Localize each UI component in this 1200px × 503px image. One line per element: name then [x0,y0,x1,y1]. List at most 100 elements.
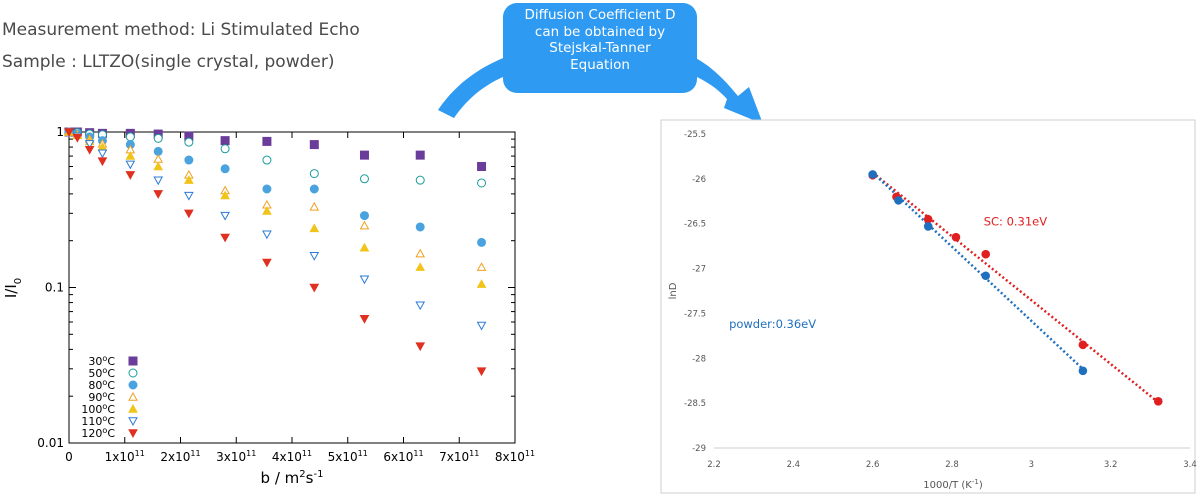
data-point [359,220,370,230]
data-point [359,150,369,160]
x-tick-label: 2x1011 [160,449,200,464]
callout-line: Diffusion Coefficient D [524,7,676,23]
y-tick-label: -26 [692,175,706,185]
legend-marker [128,403,138,413]
data-point [415,248,426,258]
data-point [477,178,487,188]
y-tick-label: -27.5 [684,309,706,319]
data-point [415,150,425,160]
data-point-sc [951,232,961,242]
data-point [309,201,320,211]
y-axis-label: lnD [668,282,679,299]
y-tick-label: -25.5 [684,130,706,140]
data-point [153,133,163,143]
data-point [309,283,320,293]
data-point [476,321,487,331]
legend-marker [128,429,138,439]
y-tick-label: -29 [692,444,706,454]
x-axis-label: 1000/T (K-1) [923,478,983,491]
callout-line: can be obtained by [534,23,666,40]
data-point [415,175,425,185]
data-point-sc [1153,397,1163,406]
callout-line: Equation [570,56,630,73]
data-point-powder [894,196,903,205]
legend-label: 100oC [81,402,115,416]
data-point [477,237,487,247]
data-point [262,206,272,215]
legend-label: 50oC [88,366,115,380]
x-tick-label: 4x1011 [272,449,312,464]
legend-marker [128,368,138,378]
data-point [359,315,370,324]
y-tick-label: -28 [692,354,706,364]
data-point [84,140,95,149]
x-tick-label: 6x1011 [383,449,423,464]
data-point-sc [923,214,933,224]
data-point [262,155,272,165]
data-point-powder [868,170,877,179]
x-axis-label: b / m2s-1 [261,469,324,487]
y-axis-label: I/I0 [2,278,24,298]
legend-label: 110oC [81,414,115,428]
x-tick-label: 3.2 [1104,460,1118,470]
callout-line: Stejskal-Tanner [549,40,651,56]
data-point [220,211,230,221]
sample-text: Sample : LLTZO(single crystal, powder) [2,52,335,72]
x-tick-label: 0 [65,450,73,464]
y-tick-label: 0.1 [45,281,64,295]
data-point-sc [981,249,991,259]
echo-decay-chart: 0 1x1011 2x1011 3x1011 4x1011 5x1011 6x1011 7x1… [2,125,535,487]
y-tick-label: 1 [56,125,64,139]
data-point [476,262,487,271]
legend-label: 120oC [81,426,115,440]
x-tick-label: 8x1011 [495,449,535,464]
data-point-powder [923,222,933,231]
data-point [184,175,194,184]
data-point [359,211,369,221]
data-point [184,191,194,201]
legend-marker [128,356,138,366]
data-point-sc [1078,340,1088,350]
x-tick-label: 7x1011 [439,449,479,464]
data-point [220,233,230,243]
data-point [64,128,74,138]
data-point [262,258,272,268]
data-point [97,157,108,167]
annotation-powder: powder:0.36eV [729,317,816,331]
data-point [184,155,194,165]
data-point [153,161,164,171]
data-point-powder [981,271,991,281]
x-tick-label: 2.6 [866,460,880,470]
chart-border [660,119,1196,494]
data-point [153,176,164,186]
legend-label: 90oC [88,390,115,404]
data-point [309,223,320,233]
data-point [125,171,136,180]
data-point [309,184,319,194]
data-point [309,140,319,150]
legend-marker [128,380,138,390]
data-point [415,301,426,311]
x-tick-label: 3 [1029,460,1034,470]
legend-marker [128,391,138,401]
measurement-method-text: Measurement method: Li Stimulated Echo [2,20,360,40]
callout-box: Diffusion Coefficient D can be obtained … [503,3,697,93]
data-point [262,184,272,194]
x-tick-label: 3.4 [1183,460,1197,470]
data-point [184,137,194,147]
data-point-powder [1078,366,1088,376]
legend-label: 80oC [88,378,115,392]
data-point [97,149,108,159]
legend-marker [128,417,138,427]
y-tick-label: -27 [692,265,706,275]
x-tick-label: 2.8 [945,460,959,470]
legend-label: 30oC [88,354,115,368]
data-point [84,145,95,155]
data-point [476,367,487,377]
x-tick-label: 5x1011 [328,449,368,464]
data-point [476,279,487,288]
data-point [220,144,230,154]
data-point [415,342,426,352]
data-point [262,230,272,240]
